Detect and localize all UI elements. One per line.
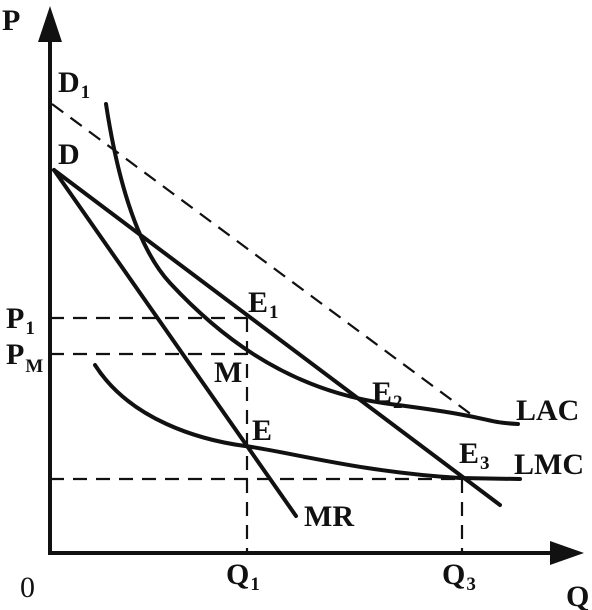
y-axis-arrowhead	[38, 6, 62, 42]
m-label: M	[214, 356, 242, 389]
lmc-label: LMC	[514, 448, 584, 481]
p1-label: P1	[6, 302, 35, 339]
pm-label: PM	[6, 338, 43, 377]
mr-label: MR	[304, 500, 354, 533]
d1-demand-dashed-curve	[51, 103, 473, 416]
demand-curve-d	[52, 168, 502, 507]
q1-label: Q1	[226, 558, 260, 595]
e-label: E	[252, 414, 272, 447]
e3-label: E3	[459, 437, 490, 474]
origin-label: 0	[20, 571, 35, 604]
mr-curve	[52, 168, 298, 518]
e2-label: E2	[372, 376, 403, 413]
d1-label: D1	[58, 66, 90, 103]
x-axis-arrowhead	[550, 541, 584, 565]
lmc-curve	[104, 102, 520, 426]
x-axis-label: Q	[566, 580, 589, 610]
lac-label: LAC	[516, 394, 579, 427]
d-label: D	[58, 138, 80, 171]
e1-label: E1	[248, 286, 279, 323]
q3-label: Q3	[442, 558, 476, 595]
y-axis-label: P	[2, 4, 20, 37]
